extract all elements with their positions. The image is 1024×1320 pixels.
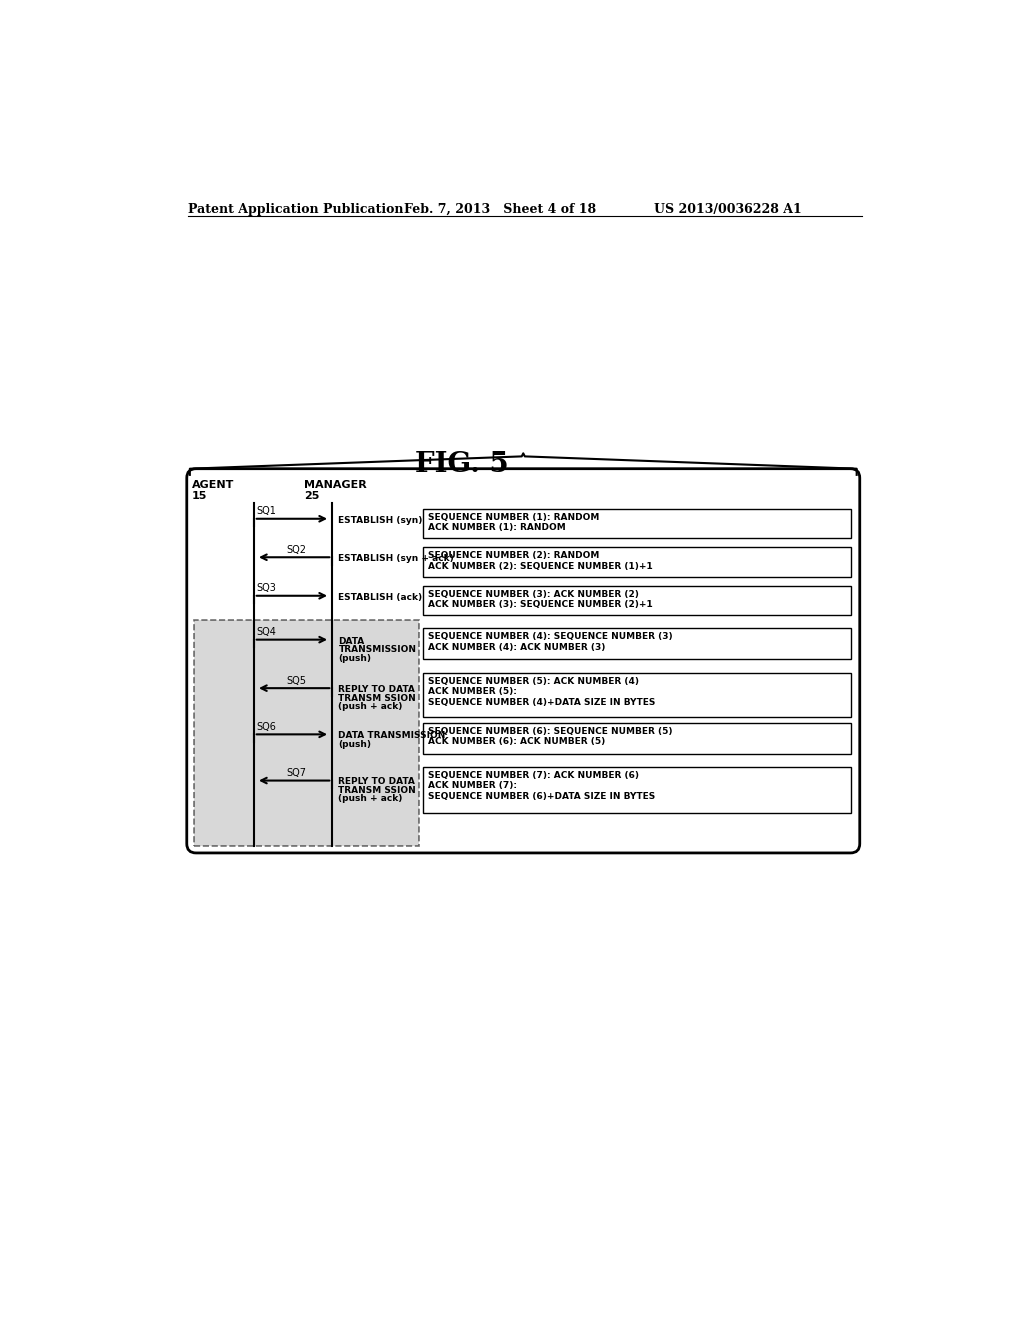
Text: ACK NUMBER (6): ACK NUMBER (5): ACK NUMBER (6): ACK NUMBER (5) xyxy=(428,738,605,746)
Text: (push + ack): (push + ack) xyxy=(339,702,402,711)
Bar xyxy=(195,620,419,846)
Text: REPLY TO DATA: REPLY TO DATA xyxy=(339,777,416,787)
Text: DATA TRANSMISSION: DATA TRANSMISSION xyxy=(339,731,445,741)
Bar xyxy=(423,628,851,659)
Text: TRANSM SSION: TRANSM SSION xyxy=(339,785,416,795)
Text: SEQUENCE NUMBER (7): ACK NUMBER (6): SEQUENCE NUMBER (7): ACK NUMBER (6) xyxy=(428,771,639,780)
Bar xyxy=(423,508,851,539)
Text: SQ6: SQ6 xyxy=(257,722,276,733)
Bar xyxy=(423,767,851,813)
Text: 15: 15 xyxy=(193,491,208,502)
Text: 25: 25 xyxy=(304,491,319,502)
Text: FIG. 5: FIG. 5 xyxy=(415,451,509,478)
Text: ACK NUMBER (7):: ACK NUMBER (7): xyxy=(428,781,517,791)
Text: ACK NUMBER (3): SEQUENCE NUMBER (2)+1: ACK NUMBER (3): SEQUENCE NUMBER (2)+1 xyxy=(428,601,652,610)
Text: SQ5: SQ5 xyxy=(286,676,306,686)
Text: TRANSMISSION: TRANSMISSION xyxy=(339,645,417,653)
Text: ESTABLISH (syn + ack): ESTABLISH (syn + ack) xyxy=(339,554,455,564)
Text: Patent Application Publication: Patent Application Publication xyxy=(188,203,403,216)
Text: SQ7: SQ7 xyxy=(286,768,306,779)
FancyBboxPatch shape xyxy=(186,469,860,853)
Text: SQ3: SQ3 xyxy=(257,583,276,594)
Text: SEQUENCE NUMBER (2): RANDOM: SEQUENCE NUMBER (2): RANDOM xyxy=(428,552,599,560)
Bar xyxy=(423,673,851,718)
Bar xyxy=(423,548,851,577)
Text: ACK NUMBER (2): SEQUENCE NUMBER (1)+1: ACK NUMBER (2): SEQUENCE NUMBER (1)+1 xyxy=(428,562,652,570)
Text: DATA: DATA xyxy=(339,636,365,645)
Text: SQ4: SQ4 xyxy=(257,627,276,638)
Text: MANAGER: MANAGER xyxy=(304,480,367,490)
Text: ACK NUMBER (1): RANDOM: ACK NUMBER (1): RANDOM xyxy=(428,524,565,532)
Text: (push): (push) xyxy=(339,739,372,748)
Text: SEQUENCE NUMBER (4): SEQUENCE NUMBER (3): SEQUENCE NUMBER (4): SEQUENCE NUMBER (3) xyxy=(428,632,673,642)
Text: SEQUENCE NUMBER (1): RANDOM: SEQUENCE NUMBER (1): RANDOM xyxy=(428,512,599,521)
Text: ACK NUMBER (5):: ACK NUMBER (5): xyxy=(428,688,517,697)
Bar xyxy=(423,723,851,754)
Text: SQ2: SQ2 xyxy=(286,545,306,554)
Text: Feb. 7, 2013   Sheet 4 of 18: Feb. 7, 2013 Sheet 4 of 18 xyxy=(403,203,596,216)
Text: SEQUENCE NUMBER (5): ACK NUMBER (4): SEQUENCE NUMBER (5): ACK NUMBER (4) xyxy=(428,677,639,685)
Text: ESTABLISH (ack): ESTABLISH (ack) xyxy=(339,593,423,602)
Text: REPLY TO DATA: REPLY TO DATA xyxy=(339,685,416,694)
Bar xyxy=(423,586,851,615)
Text: US 2013/0036228 A1: US 2013/0036228 A1 xyxy=(654,203,802,216)
Text: (push + ack): (push + ack) xyxy=(339,795,402,804)
Text: (push): (push) xyxy=(339,653,372,663)
Text: SEQUENCE NUMBER (3): ACK NUMBER (2): SEQUENCE NUMBER (3): ACK NUMBER (2) xyxy=(428,590,639,598)
Text: TRANSM SSION: TRANSM SSION xyxy=(339,693,416,702)
Text: SEQUENCE NUMBER (6)+DATA SIZE IN BYTES: SEQUENCE NUMBER (6)+DATA SIZE IN BYTES xyxy=(428,792,655,801)
Text: SEQUENCE NUMBER (4)+DATA SIZE IN BYTES: SEQUENCE NUMBER (4)+DATA SIZE IN BYTES xyxy=(428,698,655,708)
Text: AGENT: AGENT xyxy=(193,480,234,490)
Text: SQ1: SQ1 xyxy=(257,507,276,516)
Text: SEQUENCE NUMBER (6): SEQUENCE NUMBER (5): SEQUENCE NUMBER (6): SEQUENCE NUMBER (5) xyxy=(428,726,673,735)
Text: ACK NUMBER (4): ACK NUMBER (3): ACK NUMBER (4): ACK NUMBER (3) xyxy=(428,643,605,652)
Text: ESTABLISH (syn): ESTABLISH (syn) xyxy=(339,516,423,524)
